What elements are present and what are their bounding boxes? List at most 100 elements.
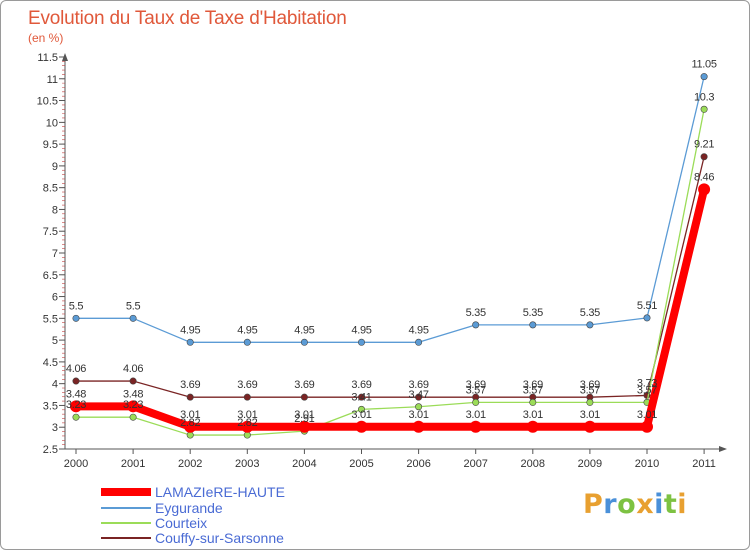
y-tick-label: 7.5 xyxy=(43,226,58,238)
data-point-eygurande xyxy=(472,321,480,329)
data-label-lamaziere-haute: 3.01 xyxy=(351,409,371,421)
data-label-couffy-sur-sarsonne: 3.69 xyxy=(523,379,543,391)
data-label-eygurande: 4.95 xyxy=(408,324,428,336)
data-label-courteix: 3.57 xyxy=(637,384,657,396)
data-label-lamaziere-haute: 3.01 xyxy=(294,409,314,421)
data-point-lamaziere-haute xyxy=(526,420,539,433)
logo-letter: o xyxy=(617,489,637,520)
data-point-lamaziere-haute xyxy=(698,183,711,196)
data-point-courteix xyxy=(415,403,423,411)
data-point-lamaziere-haute xyxy=(184,420,197,433)
data-point-lamaziere-haute xyxy=(412,420,425,433)
x-tick-label: 2002 xyxy=(178,458,202,470)
legend-swatch-eygurande xyxy=(101,507,151,509)
data-label-courteix: 3.23 xyxy=(66,399,86,411)
data-label-eygurande: 4.95 xyxy=(294,324,314,336)
logo-letter: i xyxy=(654,489,664,520)
data-label-eygurande: 4.95 xyxy=(237,324,257,336)
data-point-lamaziere-haute xyxy=(241,420,254,433)
data-label-lamaziere-haute: 3.48 xyxy=(123,388,143,400)
data-point-lamaziere-haute xyxy=(127,400,140,413)
data-point-lamaziere-haute xyxy=(469,420,482,433)
legend-label: LAMAZIeRE-HAUTE xyxy=(155,484,285,500)
data-point-lamaziere-haute xyxy=(641,420,653,433)
data-label-courteix: 3.23 xyxy=(123,399,143,411)
legend-label: Eygurande xyxy=(155,500,223,516)
legend-item-courteix: Courteix xyxy=(101,515,207,531)
series-line-lamaziere-haute xyxy=(72,185,709,431)
x-tick-label: 2005 xyxy=(349,458,373,470)
logo-letter: i xyxy=(677,489,688,520)
series-line-courteix xyxy=(75,108,705,436)
data-label-lamaziere-haute: 3.48 xyxy=(66,388,86,400)
legend-item-lamaziere-haute: LAMAZIeRE-HAUTE xyxy=(101,484,285,500)
data-point-courteix xyxy=(472,398,480,406)
data-label-couffy-sur-sarsonne: 3.69 xyxy=(351,379,371,391)
data-label-couffy-sur-sarsonne: 9.21 xyxy=(694,139,714,151)
data-point-eygurande xyxy=(72,314,80,322)
data-label-couffy-sur-sarsonne: 4.06 xyxy=(66,363,86,375)
data-label-lamaziere-haute: 3.01 xyxy=(637,409,657,421)
data-label-eygurande: 5.51 xyxy=(637,300,657,312)
x-tick-label: 2000 xyxy=(64,458,88,470)
data-point-couffy-sur-sarsonne xyxy=(243,393,251,401)
data-label-lamaziere-haute: 3.01 xyxy=(180,409,200,421)
proxiti-logo: Proxiti xyxy=(583,489,687,520)
data-point-eygurande xyxy=(300,338,308,346)
legend-label: Courteix xyxy=(155,515,208,531)
data-point-courteix xyxy=(243,431,251,439)
data-label-eygurande: 4.95 xyxy=(351,324,371,336)
data-point-eygurande xyxy=(186,338,194,346)
x-tick-label: 2009 xyxy=(578,458,602,470)
y-tick-label: 6.5 xyxy=(43,270,58,282)
data-point-courteix xyxy=(72,413,80,421)
data-point-eygurande xyxy=(357,338,365,346)
data-point-eygurande xyxy=(700,73,708,81)
data-label-eygurande: 5.35 xyxy=(466,307,486,319)
data-point-couffy-sur-sarsonne xyxy=(129,377,137,385)
logo-letter: P xyxy=(583,489,604,520)
logo-letter: x xyxy=(636,489,655,520)
data-point-courteix xyxy=(186,431,194,439)
data-point-couffy-sur-sarsonne xyxy=(300,393,308,401)
data-point-lamaziere-haute xyxy=(583,420,596,433)
data-point-eygurande xyxy=(243,338,251,346)
x-tick-label: 2010 xyxy=(635,458,659,470)
chart-title: Evolution du Taux de Taxe d'Habitation xyxy=(28,8,347,29)
data-point-eygurande xyxy=(529,321,537,329)
y-tick-label: 11.5 xyxy=(37,52,58,64)
data-point-eygurande xyxy=(643,314,651,322)
data-point-courteix xyxy=(586,398,594,406)
data-label-couffy-sur-sarsonne: 3.73 xyxy=(637,377,657,389)
y-tick-label: 4.5 xyxy=(43,357,58,369)
data-label-lamaziere-haute: 8.46 xyxy=(694,171,714,183)
data-label-courteix: 2.82 xyxy=(180,417,200,429)
data-point-eygurande xyxy=(129,314,137,322)
data-point-eygurande xyxy=(586,321,594,329)
x-tick-label: 2006 xyxy=(406,458,430,470)
data-label-lamaziere-haute: 3.01 xyxy=(523,409,543,421)
y-tick-label: 9.5 xyxy=(43,139,58,151)
data-label-courteix: 2.82 xyxy=(237,417,257,429)
logo-letter: r xyxy=(603,489,618,520)
y-tick-label: 10 xyxy=(46,117,58,129)
data-label-couffy-sur-sarsonne: 3.69 xyxy=(466,379,486,391)
x-tick-label: 2011 xyxy=(692,458,716,470)
chart-subtitle: (en %) xyxy=(28,31,64,45)
data-label-eygurande: 4.95 xyxy=(180,324,200,336)
data-point-couffy-sur-sarsonne xyxy=(72,377,80,385)
data-label-courteix: 3.41 xyxy=(351,391,371,403)
data-label-couffy-sur-sarsonne: 3.69 xyxy=(408,379,428,391)
data-label-courteix: 3.57 xyxy=(580,384,600,396)
series-line-eygurande xyxy=(75,75,705,343)
data-label-lamaziere-haute: 3.01 xyxy=(408,409,428,421)
x-tick-label: 2008 xyxy=(521,458,545,470)
y-tick-label: 11 xyxy=(47,74,58,86)
data-label-courteix: 3.47 xyxy=(408,389,428,401)
data-label-eygurande: 5.35 xyxy=(580,307,600,319)
legend-label: Couffy-sur-Sarsonne xyxy=(155,530,284,546)
data-point-eygurande xyxy=(415,338,423,346)
data-label-lamaziere-haute: 3.01 xyxy=(237,409,257,421)
y-tick-label: 10.5 xyxy=(37,96,58,108)
data-label-couffy-sur-sarsonne: 3.69 xyxy=(580,379,600,391)
